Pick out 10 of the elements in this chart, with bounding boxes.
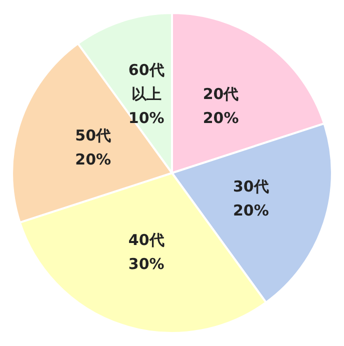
data-label: 10%	[128, 109, 164, 128]
data-label: 20%	[75, 150, 112, 168]
slice-label: 50代	[75, 126, 112, 144]
slice-label: 20代	[202, 84, 239, 103]
data-label: 30%	[128, 254, 164, 273]
slice-label: 60代以上	[128, 61, 164, 104]
data-label: 20%	[202, 108, 239, 127]
slice-label: 30代	[232, 178, 269, 196]
data-label: 20%	[232, 202, 269, 220]
slice-label: 40代	[128, 230, 164, 249]
